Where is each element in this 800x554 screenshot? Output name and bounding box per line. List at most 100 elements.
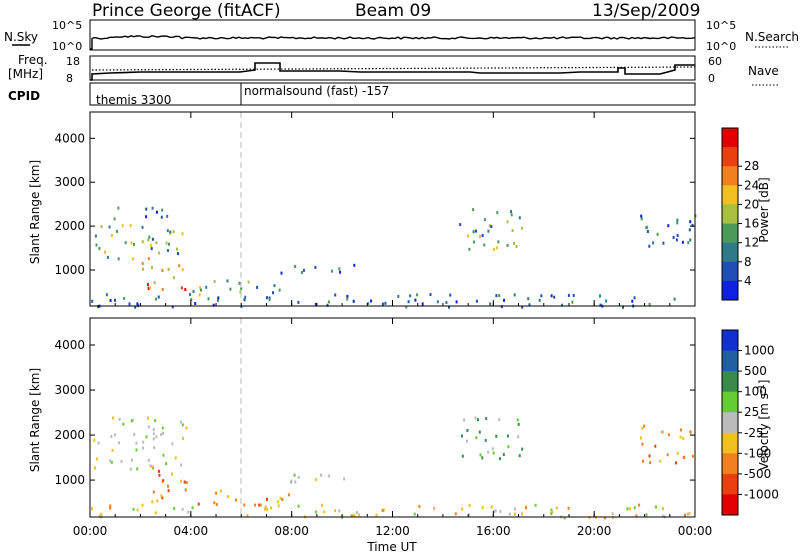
colorbar-swatch [722, 412, 738, 434]
heatmap-cell [278, 288, 281, 292]
heatmap-cell [510, 213, 513, 217]
heatmap-cell [110, 234, 113, 237]
heatmap-cell [626, 507, 629, 511]
heatmap-cell [648, 454, 651, 458]
heatmap-cell [266, 497, 268, 501]
heatmap-cell [502, 453, 505, 456]
heatmap-cell [154, 511, 157, 515]
heatmap-cell [550, 508, 553, 512]
heatmap-cell [151, 237, 154, 241]
heatmap-cell [567, 293, 570, 297]
heatmap-cell [180, 479, 182, 483]
heatmap-cell [219, 489, 222, 493]
heatmap-cell [185, 481, 188, 485]
heatmap-cell [433, 507, 436, 510]
heatmap-cell [98, 246, 101, 250]
nave-label: Nave [748, 64, 779, 78]
heatmap-cell [550, 512, 553, 516]
heatmap-cell [350, 514, 353, 518]
heatmap-cell [207, 297, 210, 301]
heatmap-cell [142, 440, 145, 444]
velocity-colorbar: 1000 500 100 25 -25 -100 -500 -1000 [721, 329, 779, 516]
heatmap-cell [525, 506, 528, 509]
heatmap-cell [135, 448, 138, 452]
heatmap-cell [190, 298, 193, 302]
heatmap-cell [343, 477, 346, 481]
heatmap-cell [153, 281, 156, 285]
heatmap-cell [691, 223, 694, 227]
heatmap-cell [661, 507, 664, 511]
heatmap-cell [155, 241, 158, 245]
heatmap-cell [656, 232, 659, 236]
colorbar-swatch [722, 242, 738, 263]
heatmap-cell [672, 236, 675, 239]
time-axis-label: Time UT [366, 540, 417, 554]
heatmap-cell [633, 296, 636, 300]
colorbar-swatch [722, 261, 738, 282]
heatmap-cell [151, 265, 153, 269]
heatmap-cell [120, 459, 123, 463]
heatmap-cell [200, 288, 202, 292]
heatmap-cell [136, 467, 139, 471]
colorbar-tick-label: 28 [744, 159, 759, 173]
heatmap-cell [141, 225, 144, 229]
y-tick-label: 4000 [54, 131, 85, 145]
heatmap-cell [239, 290, 242, 294]
heatmap-cell [405, 305, 408, 309]
heatmap-cell [162, 479, 165, 483]
heatmap-cell [167, 489, 170, 493]
heatmap-cell [370, 299, 373, 303]
heatmap-cell [131, 418, 134, 422]
power-plot-bg [90, 112, 695, 306]
heatmap-cell [95, 457, 98, 461]
heatmap-cell [468, 513, 471, 517]
colorbar-swatch [722, 350, 738, 372]
heatmap-cell [277, 504, 280, 508]
freq-unit-label: [MHz] [8, 67, 43, 81]
heatmap-cell [688, 228, 691, 232]
heatmap-cell [508, 512, 511, 516]
colorbar-tick-label: 500 [744, 364, 767, 378]
heatmap-cell [97, 305, 100, 309]
heatmap-cell [466, 439, 468, 443]
heatmap-cell [472, 208, 475, 212]
heatmap-cell [151, 465, 153, 469]
heatmap-cell [356, 511, 358, 515]
heatmap-cell [642, 459, 644, 463]
heatmap-cell [689, 238, 692, 242]
colorbar-swatch [722, 330, 738, 352]
x-tick-label: 20:00 [577, 524, 612, 538]
heatmap-cell [128, 302, 131, 306]
colorbar-tick-label: -1000 [744, 487, 779, 501]
heatmap-cell [161, 496, 164, 500]
heatmap-cell [95, 243, 98, 247]
heatmap-cell [136, 302, 139, 306]
heatmap-cell [243, 503, 246, 507]
heatmap-cell [418, 504, 421, 508]
heatmap-cell [240, 305, 243, 309]
heatmap-cell [315, 510, 318, 514]
heatmap-cell [133, 432, 136, 436]
heatmap-cell [384, 301, 387, 305]
heatmap-cell [100, 512, 103, 516]
x-tick-label: 04:00 [174, 524, 209, 538]
heatmap-cell [652, 241, 655, 245]
heatmap-cell [181, 232, 184, 236]
heatmap-cell [513, 293, 516, 297]
heatmap-cell [129, 467, 132, 471]
heatmap-cell [187, 510, 190, 514]
heatmap-cell [510, 210, 512, 214]
heatmap-cell [649, 461, 652, 465]
heatmap-cell [147, 425, 150, 429]
heatmap-cell [628, 507, 631, 511]
heatmap-cell [234, 498, 237, 502]
heatmap-cell [177, 252, 179, 256]
heatmap-cell [483, 218, 486, 222]
heatmap-cell [113, 217, 116, 221]
heatmap-cell [676, 451, 679, 455]
heatmap-cell [152, 428, 155, 432]
heatmap-cell [180, 463, 183, 467]
heatmap-cell [147, 257, 150, 261]
heatmap-cell [263, 507, 266, 511]
heatmap-cell [635, 514, 638, 518]
